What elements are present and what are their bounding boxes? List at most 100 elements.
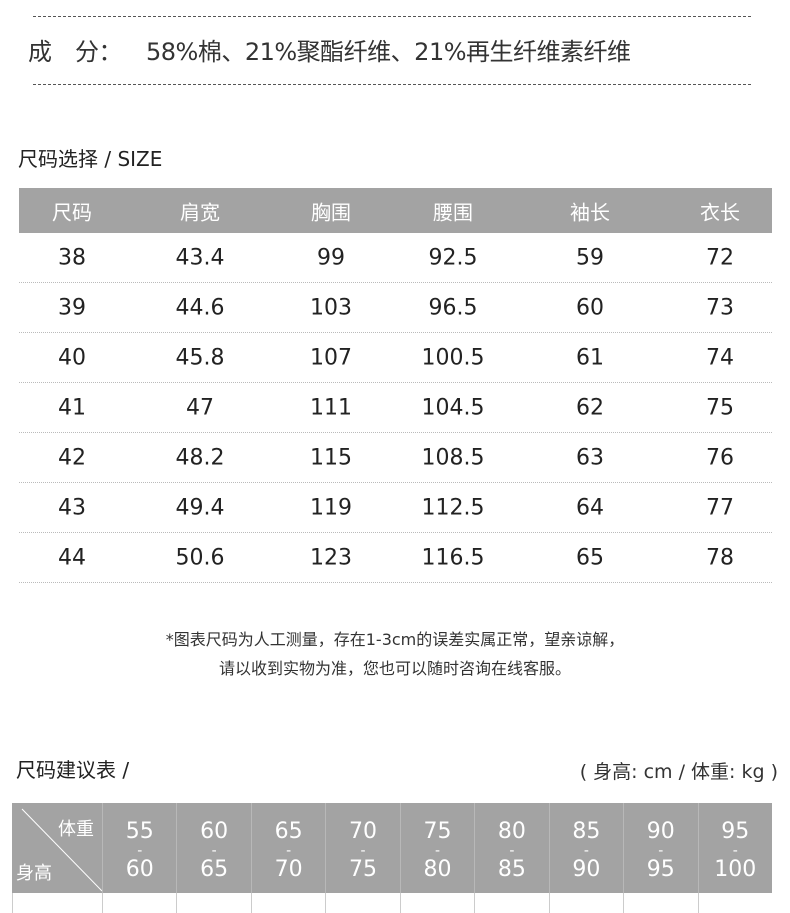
table-cell: 99 (317, 245, 345, 270)
table-cell: 119 (310, 495, 352, 520)
table-cell: 103 (310, 295, 352, 320)
empty-cell (474, 893, 548, 913)
table-cell: 47 (186, 395, 214, 420)
range-dash: - (509, 843, 515, 859)
table-cell: 43.4 (175, 245, 225, 270)
empty-cell (250, 893, 325, 913)
range-dash: - (360, 843, 366, 859)
size-title: 尺码选择 / SIZE (18, 147, 163, 171)
column-header: 尺码 (52, 200, 92, 224)
table-cell: 42 (58, 445, 86, 470)
table-cell: 92.5 (428, 245, 478, 270)
range-dash: - (286, 843, 292, 859)
table-cell: 44 (58, 545, 86, 570)
range-low: 70 (349, 819, 378, 844)
weight-range-cell: 90-95 (623, 803, 697, 893)
table-cell: 72 (706, 245, 734, 270)
weight-range-cell: 60-65 (176, 803, 250, 893)
weight-range-cell: 80-85 (474, 803, 548, 893)
table-cell: 104.5 (421, 395, 485, 420)
range-low: 90 (646, 819, 675, 844)
column-header: 衣长 (700, 200, 740, 224)
table-cell: 38 (58, 245, 86, 270)
table-cell: 75 (706, 395, 734, 420)
empty-cell (325, 893, 399, 913)
range-low: 55 (125, 819, 154, 844)
range-low: 85 (572, 819, 601, 844)
range-high: 80 (423, 857, 452, 882)
range-dash: - (583, 843, 589, 859)
table-cell: 62 (576, 395, 604, 420)
range-dash: - (658, 843, 664, 859)
range-low: 60 (200, 819, 229, 844)
column-header: 肩宽 (180, 200, 220, 224)
column-header: 袖长 (570, 200, 610, 224)
table-cell: 59 (576, 245, 604, 270)
table-cell: 60 (576, 295, 604, 320)
column-header: 胸围 (311, 200, 351, 224)
size-table: 尺码 肩宽 胸围 腰围 袖长 衣长 38 43.4 99 92.5 59 72 39 44.6 103 96.… (19, 188, 772, 583)
composition: 成 分： 58%棉、21%聚酯纤维、21%再生纤维素纤维 (28, 32, 631, 67)
range-low: 80 (497, 819, 526, 844)
table-cell: 74 (706, 345, 734, 370)
table-cell: 65 (576, 545, 604, 570)
table-cell: 78 (706, 545, 734, 570)
table-cell: 123 (310, 545, 352, 570)
table-row: 43 49.4 119 112.5 64 77 (19, 483, 772, 533)
measurement-note: *图表尺码为人工测量，存在1-3cm的误差实属正常，望亲谅解， 请以收到实物为准… (0, 625, 790, 683)
recommend-unit: ( 身高: cm / 体重: kg ) (579, 761, 778, 783)
table-cell: 108.5 (421, 445, 485, 470)
range-high: 65 (200, 857, 229, 882)
weight-range-cell: 65-70 (250, 803, 325, 893)
table-row: 38 43.4 99 92.5 59 72 (19, 233, 772, 283)
range-low: 95 (721, 819, 750, 844)
table-cell: 77 (706, 495, 734, 520)
composition-value: 58%棉、21%聚酯纤维、21%再生纤维素纤维 (146, 38, 631, 66)
table-cell: 115 (310, 445, 352, 470)
table-row: 40 45.8 107 100.5 61 74 (19, 333, 772, 383)
table-cell: 96.5 (428, 295, 478, 320)
table-row: 42 48.2 115 108.5 63 76 (19, 433, 772, 483)
table-cell: 50.6 (175, 545, 225, 570)
empty-cell (548, 893, 623, 913)
range-dash: - (211, 843, 217, 859)
weight-range-cell: 95-100 (697, 803, 772, 893)
empty-cell (697, 893, 772, 913)
note-line-1: *图表尺码为人工测量，存在1-3cm的误差实属正常，望亲谅解， (165, 630, 625, 649)
range-high: 85 (497, 857, 526, 882)
table-cell: 49.4 (175, 495, 225, 520)
corner-cell: 体重 身高 (12, 803, 102, 893)
range-high: 90 (572, 857, 601, 882)
range-dash: - (732, 843, 738, 859)
weight-range-cell: 85-90 (548, 803, 623, 893)
recommend-title: 尺码建议表 / (16, 758, 130, 782)
table-row: 39 44.6 103 96.5 60 73 (19, 283, 772, 333)
table-cell: 64 (576, 495, 604, 520)
column-header: 腰围 (433, 200, 473, 224)
range-high: 100 (714, 857, 757, 882)
table-cell: 45.8 (175, 345, 225, 370)
table-cell: 61 (576, 345, 604, 370)
empty-cell (176, 893, 250, 913)
recommend-header: 体重 身高 55-60 60-65 65-70 70-75 75-80 80-85 85-9… (12, 803, 772, 893)
divider-bottom (33, 84, 751, 85)
table-cell: 43 (58, 495, 86, 520)
weight-range-cell: 70-75 (325, 803, 399, 893)
composition-label: 成 分： (28, 38, 123, 66)
table-cell: 73 (706, 295, 734, 320)
range-dash: - (137, 843, 143, 859)
range-high: 95 (646, 857, 675, 882)
corner-height: 身高 (16, 863, 52, 884)
table-cell: 40 (58, 345, 86, 370)
weight-range-cell: 75-80 (399, 803, 474, 893)
empty-cell (623, 893, 697, 913)
divider-top (33, 16, 751, 17)
table-cell: 41 (58, 395, 86, 420)
table-cell: 39 (58, 295, 86, 320)
corner-weight: 体重 (58, 819, 94, 840)
table-cell: 44.6 (175, 295, 225, 320)
table-cell: 116.5 (421, 545, 485, 570)
table-cell: 48.2 (175, 445, 225, 470)
recommend-body (12, 893, 772, 913)
range-high: 60 (125, 857, 154, 882)
